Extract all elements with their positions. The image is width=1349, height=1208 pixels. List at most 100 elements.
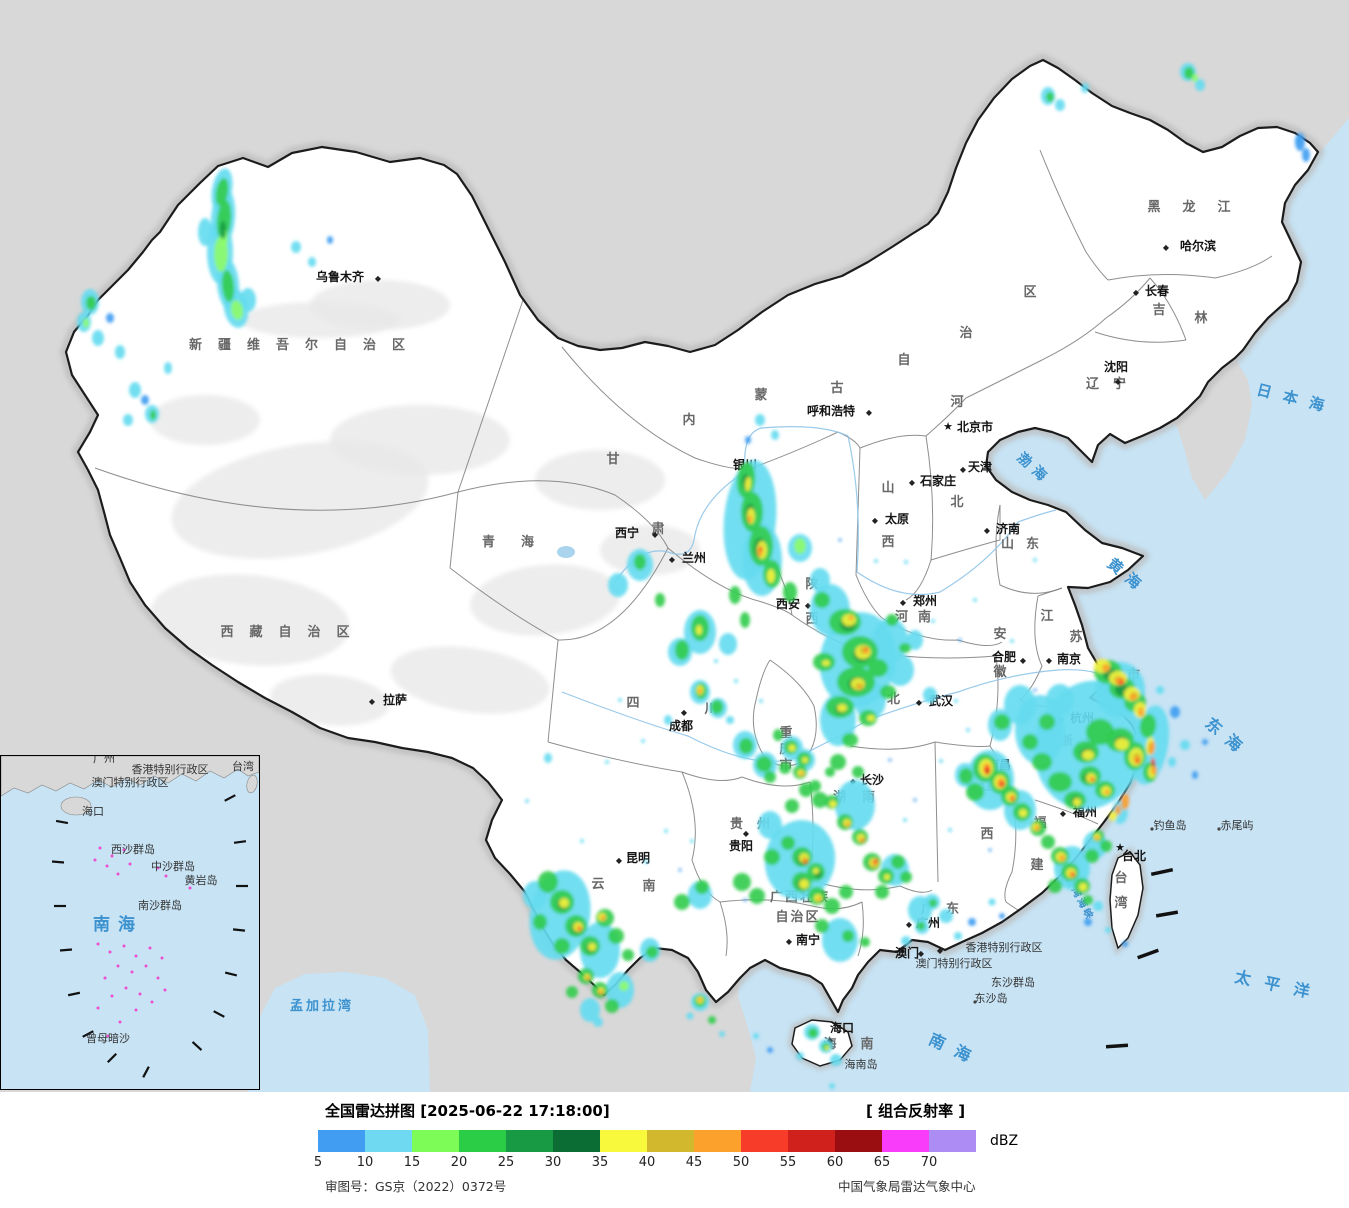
south-china-sea-inset: 广州 香港特别行政区 澳门特别行政区 台湾 海口 西沙群岛 中沙群岛 黄岩岛 南沙群岛 曾母暗沙 南…: [0, 755, 260, 1090]
inset-label: 黄岩岛: [185, 873, 218, 887]
city-marker-icon: ◆: [909, 478, 916, 487]
radar-speck: [939, 759, 943, 763]
province-border-line: [930, 505, 1001, 561]
province-label: 蒙: [754, 387, 767, 403]
radar-echo: [1202, 739, 1208, 745]
radar-echo: [968, 918, 976, 926]
radar-echo: [646, 946, 658, 958]
dbz-unit-label: dBZ: [990, 1133, 1019, 1149]
island-dot: [1150, 827, 1154, 831]
misc-label: 赤尾屿: [1221, 819, 1254, 832]
radar-echo: [1055, 99, 1065, 111]
radar-echo: [796, 1052, 804, 1060]
radar-echo: [1170, 706, 1180, 718]
legend-product-label: [ 组合反射率 ]: [866, 1102, 966, 1120]
radar-echo: [848, 615, 854, 621]
radar-echo: [686, 1012, 694, 1020]
radar-speck: [618, 698, 622, 702]
colorbar-cell-70: [929, 1130, 976, 1152]
city-label: 昆明: [626, 851, 650, 865]
province-label: 建: [1030, 857, 1043, 873]
inset-label: 广州: [93, 756, 115, 765]
province-label: 治: [959, 325, 972, 341]
colorbar-value: 25: [497, 1155, 515, 1170]
radar-echo: [1004, 685, 1036, 725]
city-marker-icon: ◆: [652, 530, 659, 539]
province-label: 安: [993, 626, 1006, 642]
radar-echo: [600, 915, 606, 921]
radar-echo: [198, 218, 212, 246]
city-marker-icon: ◆: [786, 937, 793, 946]
radar-speck: [913, 798, 917, 802]
inset-boundary-dash: [82, 1030, 94, 1038]
radar-echo: [874, 859, 878, 863]
inset-island-dot: [164, 874, 168, 878]
province-label: 肃: [651, 521, 664, 537]
sea-label: 孟加拉湾: [290, 998, 354, 1014]
radar-echo: [824, 898, 840, 914]
radar-echoes: [77, 63, 1310, 1089]
radar-echo: [880, 685, 896, 699]
radar-echo: [753, 1033, 759, 1039]
colorbar-cell-20: [459, 1130, 506, 1152]
radar-echo: [999, 913, 1005, 919]
radar-echo: [1093, 901, 1103, 911]
radar-echo: [1059, 855, 1065, 861]
radar-speck: [1033, 688, 1037, 692]
map-canvas: 黑龙江吉林辽宁内蒙古自治区新疆维吾尔自治区西藏自治区青海甘肃四川云南贵州重庆市湖…: [0, 0, 1349, 1092]
radar-echo: [802, 757, 808, 763]
city-label: 长沙: [860, 772, 884, 787]
city-marker-icon: ◆: [681, 708, 688, 717]
inset-island-dot: [144, 964, 148, 968]
city-marker-icon: ◆: [616, 856, 623, 865]
city-marker-icon: ◆: [916, 698, 923, 707]
province-label: 江: [1040, 608, 1053, 624]
colorbar-cell-35: [600, 1130, 647, 1152]
colorbar-value: 40: [638, 1155, 656, 1170]
radar-speck: [664, 829, 668, 833]
city-label: 西宁: [615, 525, 639, 540]
radar-echo: [588, 943, 596, 951]
city-marker-icon: ◆: [375, 274, 382, 283]
colorbar-cell-30: [553, 1130, 600, 1152]
inset-island-dot: [156, 866, 160, 870]
inset-island-dot: [96, 942, 100, 946]
radar-echo: [578, 927, 582, 931]
inset-boundary-dash: [67, 991, 81, 997]
radar-echo: [559, 898, 569, 908]
radar-echo: [1019, 809, 1027, 817]
boundary-dash: [1155, 910, 1179, 918]
province-label: 山: [881, 480, 894, 496]
radar-echo: [1138, 707, 1144, 717]
radar-echo: [141, 395, 149, 405]
city-marker-icon: ◆: [1020, 656, 1027, 665]
city-label: 天津: [968, 459, 992, 474]
terrain-blob: [535, 450, 665, 510]
province-label: 河南: [895, 609, 941, 625]
capital-marker-icon: ★: [943, 420, 953, 433]
province-label: 苏: [1069, 629, 1082, 645]
inset-boundary-dash: [106, 1052, 118, 1064]
inset-label: 曾母暗沙: [86, 1031, 130, 1045]
radar-echo: [886, 654, 914, 686]
city-label: 乌鲁木齐: [316, 269, 365, 284]
city-label: 太原: [885, 511, 909, 526]
inset-island-dot: [138, 992, 142, 996]
city-label: 呼和浩特: [807, 403, 855, 418]
radar-echo: [1192, 771, 1198, 779]
inset-boundary-dash: [55, 819, 69, 825]
province-border-line: [855, 447, 883, 619]
legend-panel: 全国雷达拼图 [2025-06-22 17:18:00] [ 组合反射率 ] d…: [0, 1092, 1349, 1208]
radar-echo: [785, 799, 799, 813]
radar-echo: [215, 178, 229, 206]
colorbar-value: 70: [920, 1155, 938, 1170]
radar-echo: [1148, 741, 1156, 755]
city-label: 沈阳: [1104, 359, 1128, 374]
inset-island-dot: [103, 976, 107, 980]
radar-echo: [1115, 738, 1129, 750]
city-marker-icon: ◆: [900, 598, 907, 607]
radar-echo: [1295, 133, 1305, 151]
radar-echo: [593, 1017, 603, 1027]
radar-echo: [891, 855, 905, 869]
radar-echo: [822, 918, 858, 962]
